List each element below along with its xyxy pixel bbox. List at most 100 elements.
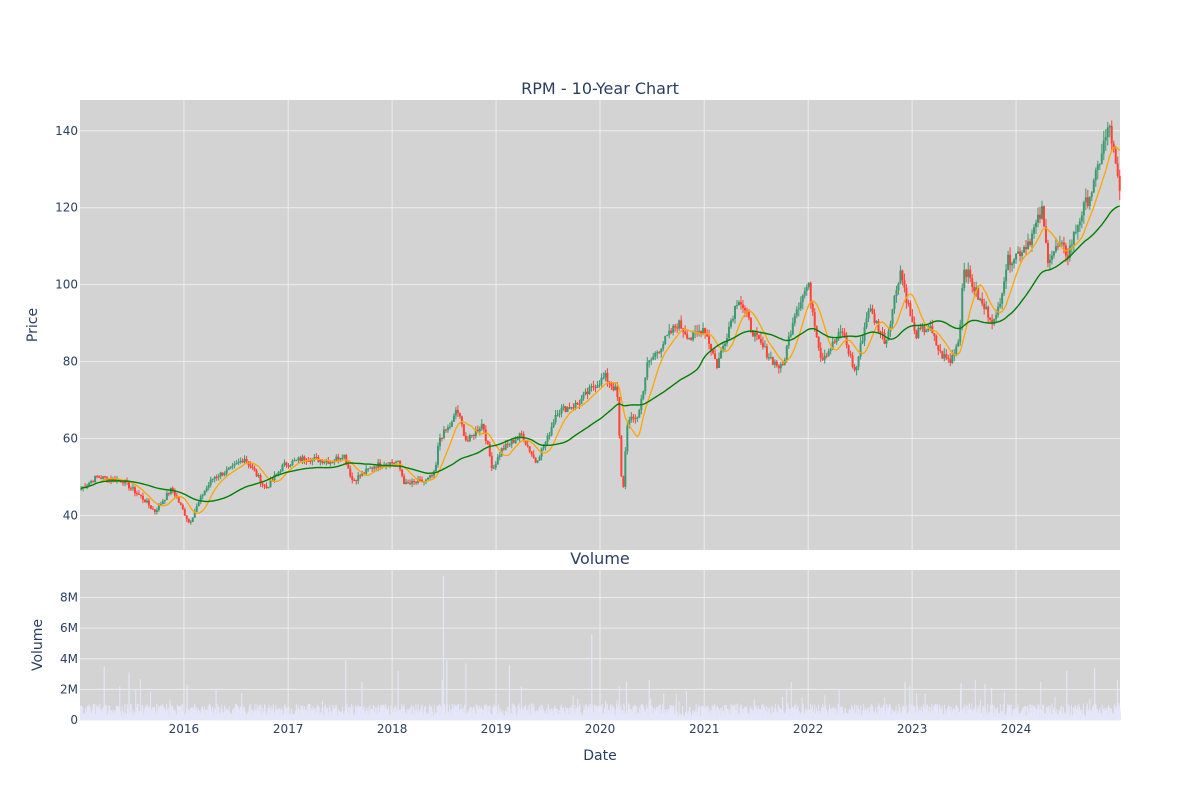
candle-body [187,519,190,523]
volume-bar [758,715,760,720]
volume-bar [267,713,269,720]
volume-bar [105,705,107,720]
candle-body [839,331,842,333]
volume-bar [187,709,189,720]
volume-bar [903,710,905,720]
volume-bar [393,711,395,720]
volume-bar [156,703,158,720]
volume-bar [1056,714,1058,720]
volume-bar [122,710,124,720]
candle-body [299,457,302,462]
volume-bar [404,714,406,720]
candle-body [747,312,750,318]
volume-bar [896,713,898,720]
volume-bar [1080,709,1082,720]
volume-bar [626,710,628,720]
volume-bar [641,705,643,720]
candle-body [945,354,948,358]
volume-bar [750,712,752,720]
volume-bar [607,709,609,720]
volume-bar [147,707,149,720]
volume-bar [132,714,134,720]
candle-body [823,355,826,360]
candle-body [775,361,778,366]
candle-body [329,462,332,464]
volume-bar [469,712,471,720]
volume-bar [1082,703,1084,720]
volume-bar [861,710,863,720]
volume-bar [428,706,430,720]
volume-bar [893,712,895,720]
volume-bar [981,714,983,720]
volume-bar [365,710,367,720]
volume-bar [1016,711,1018,720]
candle-body [94,476,97,483]
volume-bar [97,705,99,720]
volume-bar [596,707,598,720]
volume-bar [794,705,796,720]
volume-bar [887,710,889,720]
volume-bar [238,707,240,720]
volume-bar [896,713,898,720]
candle-body [542,446,545,449]
volume-bar [913,713,915,720]
volume-bar [840,706,842,720]
volume-bar [1100,713,1102,720]
candle-body [474,430,477,437]
volume-bar [158,714,160,720]
volume-bar [700,715,702,720]
volume-bar [693,715,695,720]
volume-bar [750,709,752,720]
volume-bar [138,714,140,720]
volume-bar [536,710,538,720]
candle-body [118,479,121,481]
volume-spike-bar [904,681,906,720]
volume-bar [646,716,648,720]
volume-bar [425,705,427,720]
volume-bar [215,690,217,720]
volume-bar [193,713,195,720]
volume-bar [290,714,292,720]
volume-bar [998,713,1000,720]
candle-body [692,331,695,340]
volume-bar [109,710,111,720]
volume-spike-bar [1094,667,1096,720]
candle-body [664,335,667,344]
candle-body [123,480,126,484]
candle-body [1114,149,1117,164]
volume-bar [719,716,721,720]
volume-bar [538,707,540,720]
volume-bar [841,707,843,720]
volume-bar [756,709,758,720]
candle-body [538,456,541,461]
volume-bar [385,707,387,720]
volume-bar [93,704,95,720]
volume-bar [207,706,209,720]
volume-bar [512,715,514,720]
volume-bar [524,712,526,720]
volume-bar [562,708,564,720]
candle-body [584,391,587,395]
volume-bar [982,705,984,720]
volume-bar [556,708,558,720]
volume-bar [447,715,449,720]
volume-bar [417,704,419,720]
volume-bar [216,704,218,720]
volume-bar [497,714,499,720]
volume-bar [687,710,689,720]
volume-bar [377,708,379,720]
volume-bar [503,715,505,720]
volume-bar [587,706,589,720]
candle-body [1116,163,1119,176]
candle-body [751,330,754,337]
volume-bar [340,713,342,720]
volume-bar [765,706,767,720]
volume-bar [104,711,106,720]
volume-bar [412,706,414,720]
volume-bar [766,714,768,720]
volume-bar [396,712,398,720]
candle-body [807,282,810,288]
volume-bar [180,710,182,720]
volume-bar [1000,715,1002,720]
volume-bar [329,705,331,720]
